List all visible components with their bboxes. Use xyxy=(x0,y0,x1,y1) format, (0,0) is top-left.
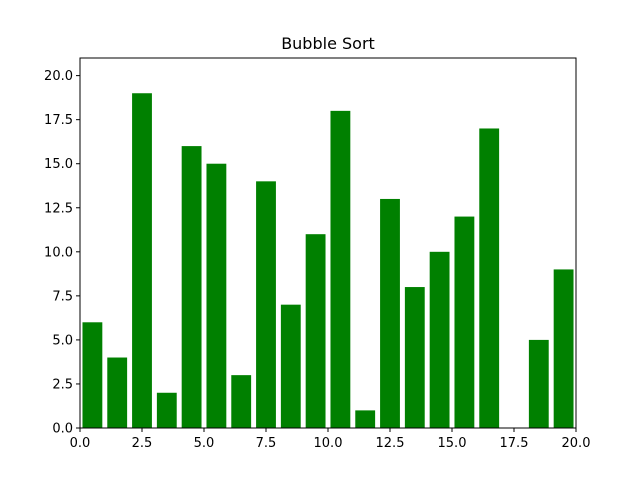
bar-14 xyxy=(429,251,450,428)
y-tick-label: 7.5 xyxy=(52,289,73,304)
chart-title: Bubble Sort xyxy=(281,34,375,53)
y-tick-label: 12.5 xyxy=(44,201,73,216)
y-tick-label: 0.0 xyxy=(52,422,73,437)
y-tick-label: 10.0 xyxy=(44,245,73,260)
y-tick-label: 5.0 xyxy=(52,333,73,348)
y-axis: 0.0 2.5 5.0 7.5 10.0 12.5 15.0 17.5 20.0 xyxy=(44,69,80,437)
x-tick-label: 20.0 xyxy=(562,436,591,451)
bar-8 xyxy=(280,304,301,428)
bar-13 xyxy=(404,287,425,428)
bar-0 xyxy=(82,322,103,428)
x-tick-label: 0.0 xyxy=(70,436,91,451)
bar-1 xyxy=(107,357,128,428)
bar-3 xyxy=(156,392,177,428)
plot-frame xyxy=(79,57,577,429)
bar-19 xyxy=(553,269,574,428)
y-tick-label: 2.5 xyxy=(52,377,73,392)
y-tick-label: 20.0 xyxy=(44,69,73,84)
bar-2 xyxy=(132,93,152,429)
x-tick-label: 15.0 xyxy=(438,436,467,451)
y-tick-label: 17.5 xyxy=(44,113,73,128)
x-tick-label: 12.5 xyxy=(376,436,405,451)
bar-12 xyxy=(380,198,400,428)
x-tick-label: 5.0 xyxy=(194,436,215,451)
bar-4 xyxy=(181,146,202,428)
x-tick-label: 17.5 xyxy=(500,436,529,451)
x-tick-label: 10.0 xyxy=(314,436,343,451)
x-tick-label: 7.5 xyxy=(256,436,277,451)
x-axis: 0.0 2.5 5.0 7.5 10.0 12.5 15.0 17.5 20.0 xyxy=(70,428,591,451)
bar-9 xyxy=(305,234,326,428)
bar-7 xyxy=(256,181,276,428)
x-tick-label: 2.5 xyxy=(132,436,153,451)
bar-11 xyxy=(355,410,376,428)
bar-16 xyxy=(479,128,500,429)
bars-layer xyxy=(82,93,574,429)
bar-10 xyxy=(330,110,351,429)
bar-5 xyxy=(206,163,227,428)
y-tick-label: 15.0 xyxy=(44,157,73,172)
bar-18 xyxy=(528,339,549,428)
bar-6 xyxy=(231,375,252,428)
bar-15 xyxy=(454,216,475,428)
